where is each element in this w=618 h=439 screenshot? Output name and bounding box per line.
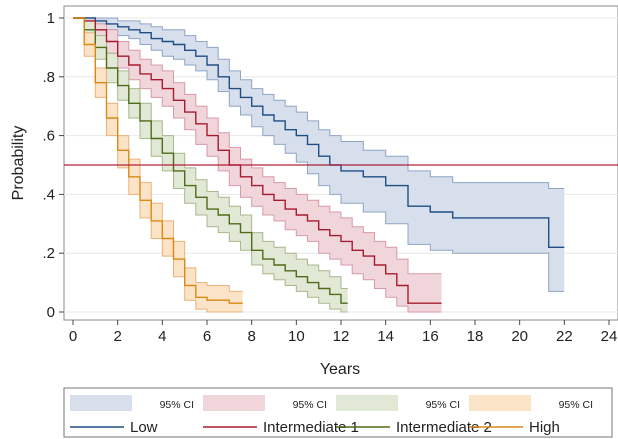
legend-label-1: Intermediate 1: [263, 419, 359, 436]
x-tick-label-2: 4: [158, 328, 166, 345]
y-tick-label-3: .6: [42, 128, 55, 145]
x-tick-label-3: 6: [203, 328, 211, 345]
legend-label-2: Intermediate 2: [396, 419, 492, 436]
ci-upper-edge-2: [73, 17, 348, 289]
ci-lower-edge-0: [73, 17, 565, 292]
legend-label-3: High: [529, 419, 560, 436]
ci-lower-edge-1: [73, 17, 442, 313]
ci-upper-edge-0: [73, 17, 565, 189]
x-tick-label-8: 16: [422, 328, 439, 345]
x-tick-label-10: 20: [511, 328, 528, 345]
y-axis: 0 .2 .4 .6 .8 1: [42, 10, 64, 321]
x-tick-label-5: 10: [288, 328, 305, 345]
x-tick-label-7: 14: [377, 328, 394, 345]
y-tick-label-4: .8: [42, 69, 55, 86]
legend-label-0: Low: [130, 419, 158, 436]
survival-line-2: [73, 17, 348, 304]
ci-lower-edge-3: [73, 17, 243, 313]
survival-line-1: [73, 17, 442, 304]
x-tick-label-9: 18: [467, 328, 484, 345]
survival-line-3: [73, 17, 243, 304]
legend-ci-swatch-1: [203, 395, 265, 411]
x-axis-title: Years: [320, 361, 360, 378]
y-tick-label-0: 0: [47, 304, 55, 321]
ci-band-1: [73, 18, 442, 312]
survival-line-0: [73, 17, 565, 248]
legend-ci-swatch-2: [336, 395, 398, 411]
legend-ci-swatch-0: [70, 395, 132, 411]
x-tick-label-6: 12: [333, 328, 350, 345]
legend-ci-label-3: 95% CI: [559, 399, 593, 411]
y-tick-label-2: .4: [42, 186, 55, 203]
x-tick-label-4: 8: [247, 328, 255, 345]
y-tick-label-5: 1: [47, 10, 55, 27]
x-tick-label-11: 22: [556, 328, 573, 345]
ci-upper-edge-1: [73, 17, 442, 275]
ci-lower-edge-2: [73, 17, 348, 313]
legend-ci-label-1: 95% CI: [293, 399, 327, 411]
legend-ci-label-2: 95% CI: [426, 399, 460, 411]
legend-ci-swatch-3: [469, 395, 531, 411]
x-tick-label-1: 2: [113, 328, 121, 345]
legend-ci-label-0: 95% CI: [160, 399, 194, 411]
x-tick-label-12: 24: [601, 328, 618, 345]
y-axis-title: Probability: [10, 126, 27, 201]
x-axis: 0 2 4 6 8 10 12 14 16 18 20 22 24: [69, 320, 618, 345]
y-tick-label-1: .2: [42, 245, 55, 262]
ci-band-3: [73, 18, 243, 312]
survival-lines: [73, 17, 565, 304]
axes: 0.2.4.6.81 0 2 4 6 8 10 12 14 16 18 20 22 24: [42, 10, 617, 345]
x-tick-label-0: 0: [69, 328, 77, 345]
